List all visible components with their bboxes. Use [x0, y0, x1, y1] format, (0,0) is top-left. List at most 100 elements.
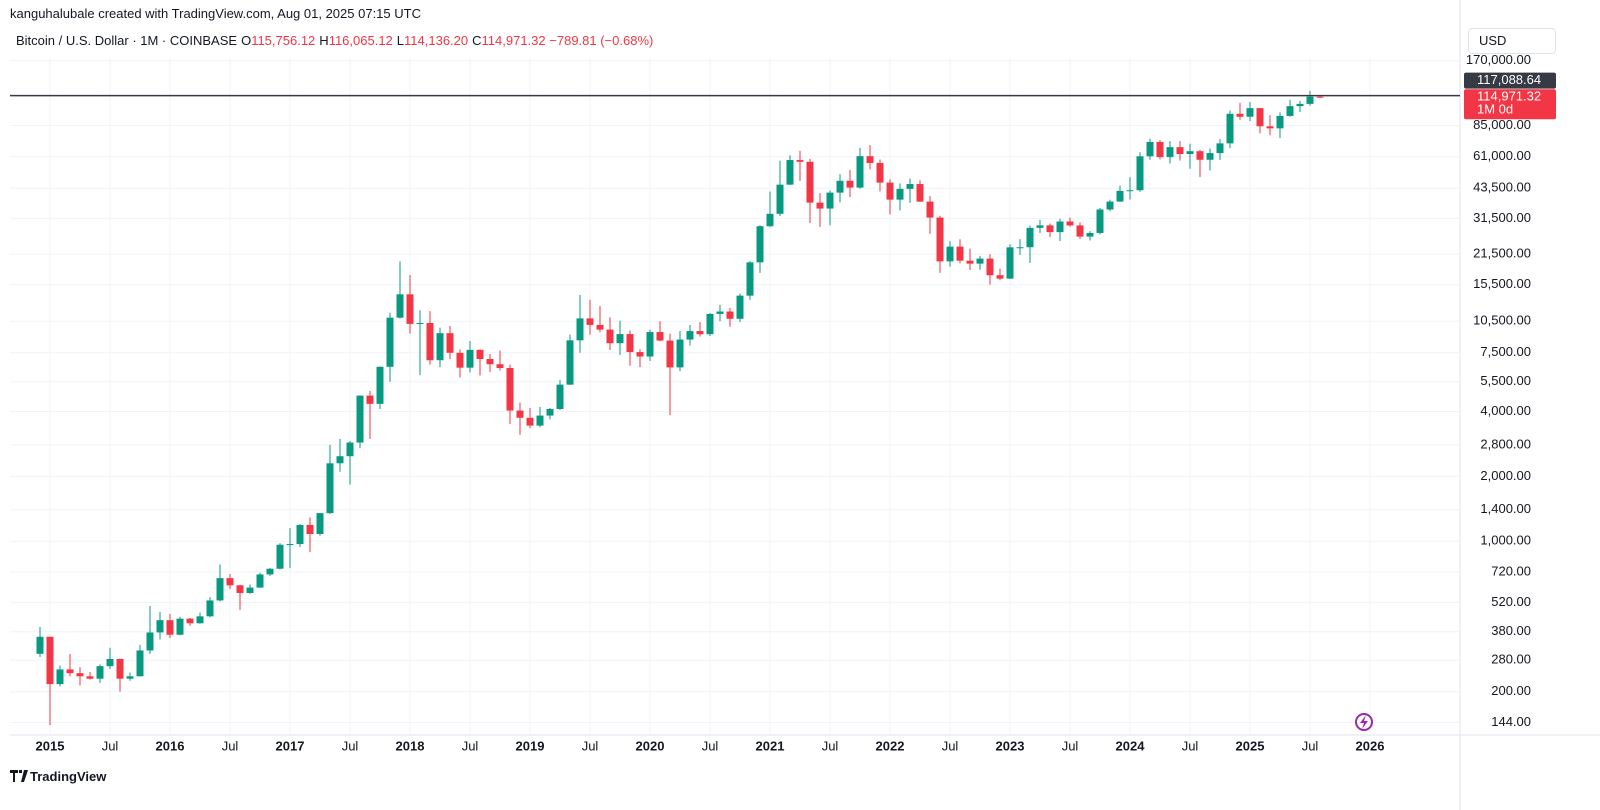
y-tick-label: 170,000.00: [1466, 52, 1531, 67]
candle-body: [1086, 232, 1094, 237]
candle: [146, 606, 154, 654]
y-tick-label: 10,500.00: [1473, 313, 1531, 328]
credit: kanguhalubale created with TradingView.c…: [10, 6, 421, 21]
candle-body: [136, 650, 144, 677]
candle-body: [176, 618, 184, 635]
candle-body: [956, 246, 964, 261]
candle: [1166, 141, 1174, 164]
candle-body: [86, 676, 94, 679]
y-tick-label: 61,000.00: [1473, 148, 1531, 163]
candle-body: [886, 182, 894, 200]
candle-body: [386, 317, 394, 367]
candle: [1126, 177, 1134, 200]
y-tick-label: 1,000.00: [1480, 533, 1531, 548]
candle: [866, 145, 874, 170]
candle: [886, 179, 894, 215]
candle: [1136, 152, 1144, 192]
candle: [606, 317, 614, 350]
candle: [1306, 90, 1314, 106]
y-tick-label: 520.00: [1491, 594, 1531, 609]
countdown: 1M 0d: [1477, 102, 1513, 117]
candle: [1046, 223, 1054, 238]
candle-body: [366, 395, 374, 404]
candle-body: [156, 620, 164, 633]
candle-body: [516, 410, 524, 418]
candle: [976, 255, 984, 270]
candle-body: [376, 366, 384, 404]
candle: [876, 159, 884, 192]
candle: [386, 312, 394, 382]
candle-body: [206, 600, 214, 617]
candle-body: [1046, 225, 1054, 233]
candle-body: [186, 618, 194, 624]
y-tick-label: 2,800.00: [1480, 436, 1531, 451]
candle: [1116, 185, 1124, 202]
y-tick-label: 280.00: [1491, 652, 1531, 667]
candle: [856, 147, 864, 189]
candle: [36, 626, 44, 658]
candle-body: [66, 669, 74, 674]
y-tick-label: 144.00: [1491, 714, 1531, 729]
candle-body: [96, 666, 104, 679]
candle-body: [1176, 147, 1184, 155]
candle-body: [1216, 143, 1224, 154]
brand: TradingView: [10, 769, 106, 784]
candle: [376, 366, 384, 409]
candle-body: [1236, 113, 1244, 117]
candle: [416, 310, 424, 376]
candle-body: [506, 367, 514, 411]
candle-body: [306, 524, 314, 534]
candle: [526, 408, 534, 429]
candle: [176, 616, 184, 636]
candle-body: [1126, 190, 1134, 192]
candle: [906, 178, 914, 203]
price-line-label: 117,088.64: [1477, 72, 1541, 87]
candle: [186, 618, 194, 626]
candle: [296, 524, 304, 547]
candle-body: [816, 202, 824, 209]
currency-button[interactable]: USD: [1468, 28, 1556, 54]
candle-body: [36, 636, 44, 654]
candle: [896, 183, 904, 211]
candle: [326, 444, 334, 514]
candle-body: [396, 294, 404, 318]
candle: [1246, 101, 1254, 122]
candle-body: [146, 632, 154, 651]
candle: [1076, 222, 1084, 239]
candle: [836, 174, 844, 203]
candle: [1006, 244, 1014, 279]
x-tick-label: 2023: [996, 738, 1025, 753]
y-tick-label: 2,000.00: [1480, 468, 1531, 483]
candle: [936, 215, 944, 273]
candle-body: [1246, 108, 1254, 117]
candle: [656, 321, 664, 342]
candle: [46, 636, 54, 726]
candle: [996, 268, 1004, 281]
candle: [276, 543, 284, 570]
candle-body: [616, 334, 624, 344]
candle-body: [606, 329, 614, 344]
candle-body: [786, 160, 794, 185]
y-tick-label: 5,500.00: [1480, 373, 1531, 388]
candle-body: [856, 156, 864, 188]
candle-body: [286, 544, 294, 546]
x-tick-label: Jul: [702, 738, 719, 753]
candle: [696, 322, 704, 337]
candle-body: [986, 258, 994, 276]
x-tick-label: Jul: [102, 738, 119, 753]
ohlc-key: L: [396, 33, 405, 48]
brand-text: TradingView: [30, 769, 107, 784]
candle-body: [806, 161, 814, 203]
candle: [1196, 149, 1204, 178]
x-tick-label: Jul: [822, 738, 839, 753]
candle-body: [596, 324, 604, 330]
candle: [1026, 225, 1034, 264]
ohlc-value: 116,065.12: [328, 33, 393, 48]
candle: [1066, 217, 1074, 227]
candle-body: [796, 160, 804, 162]
y-tick-label: 720.00: [1491, 563, 1531, 578]
candle-body: [1316, 96, 1324, 98]
candle: [756, 225, 764, 273]
x-tick-label: 2025: [1236, 738, 1265, 753]
candle: [406, 275, 414, 334]
